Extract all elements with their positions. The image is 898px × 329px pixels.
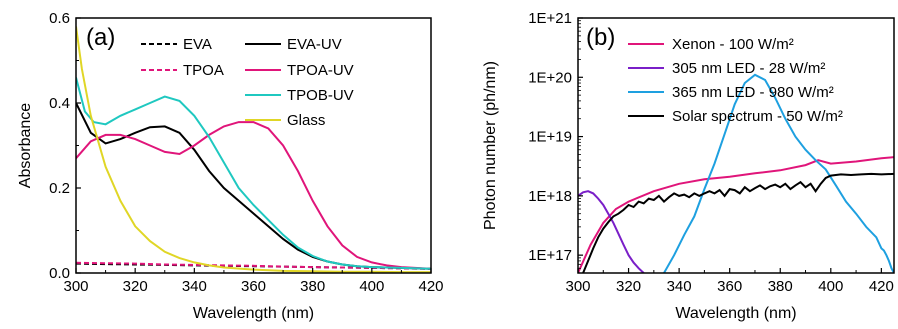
- panel-b-label: (b): [586, 24, 615, 51]
- legend-item-solar-spectrum-50-w-m: Solar spectrum - 50 W/m²: [628, 108, 843, 125]
- y-tick-label: 0.6: [49, 10, 70, 27]
- x-tick-label: 420: [869, 278, 894, 295]
- legend-item-365-nm-led-980-w-m: 365 nm LED - 980 W/m²: [628, 84, 834, 101]
- panel-b-x-axis-label: Wavelength (nm): [675, 305, 796, 322]
- x-tick-label: 300: [63, 278, 88, 295]
- x-tick-label: 400: [359, 278, 384, 295]
- legend-item-eva: EVA: [141, 36, 212, 53]
- panel-b-plot-frame: [577, 17, 895, 274]
- series-line-solar-spectrum-50-w-m: [582, 172, 894, 273]
- legend-label: 305 nm LED - 28 W/m²: [672, 60, 825, 77]
- legend-label: EVA: [183, 36, 212, 53]
- panel-b-ticks-group: 300 320 340 360 380 400 420 1E+17 1E+18 1E+19 1E+2…: [528, 10, 894, 295]
- panel-b-legend: Xenon - 100 W/m² 305 nm LED - 28 W/m² 365 …: [628, 36, 843, 125]
- panel-b-y-axis-label: Photon number (ph/nm): [482, 61, 499, 230]
- series-line-365-nm-led-980-w-m: [663, 73, 894, 273]
- x-tick-label: 320: [616, 278, 641, 295]
- legend-label: EVA-UV: [287, 36, 342, 53]
- legend-label: Glass: [287, 112, 325, 129]
- panel-b-series-group: [578, 73, 894, 273]
- legend-label: TPOA-UV: [287, 62, 354, 79]
- x-tick-label: 380: [768, 278, 793, 295]
- x-tick-label: 360: [241, 278, 266, 295]
- legend-item-glass: Glass: [245, 112, 325, 129]
- legend-item-tpob-uv: TPOB-UV: [245, 87, 354, 104]
- panel-a-ticks-group: 300 320 340 360 380 400 420 0.0 0.2 0.4 0.6: [49, 10, 443, 295]
- series-line-xenon-100-w-m: [578, 156, 894, 273]
- series-line-tpoa: [76, 261, 431, 270]
- x-tick-label: 360: [717, 278, 742, 295]
- legend-label: TPOA: [183, 62, 224, 79]
- legend-item-eva-uv: EVA-UV: [245, 36, 342, 53]
- y-tick-label: 1E+19: [528, 129, 572, 146]
- series-line-eva-uv: [76, 102, 431, 270]
- series-line-glass: [76, 26, 431, 273]
- y-tick-label: 1E+21: [528, 10, 572, 27]
- panel-a-plot-frame: [75, 17, 432, 274]
- legend-label: Solar spectrum - 50 W/m²: [672, 108, 843, 125]
- y-tick-label: 1E+18: [528, 188, 572, 205]
- series-line-tpoa-uv: [76, 121, 431, 270]
- panel-a-y-axis-label: Absorbance: [17, 103, 34, 188]
- panel-a-series-group: [76, 26, 431, 273]
- panel-b-chart: 300 320 340 360 380 400 420 1E+17 1E+18 1E+19 1E+2…: [482, 10, 895, 322]
- y-tick-label: 0.4: [49, 95, 70, 112]
- y-tick-label: 0.2: [49, 180, 70, 197]
- panel-a-x-axis-label: Wavelength (nm): [193, 305, 314, 322]
- y-tick-label: 0.0: [49, 265, 70, 282]
- x-tick-label: 380: [300, 278, 325, 295]
- y-tick-label: 1E+20: [528, 69, 572, 86]
- panel-a-label: (a): [86, 24, 115, 51]
- legend-item-305-nm-led-28-w-m: 305 nm LED - 28 W/m²: [628, 60, 825, 77]
- y-tick-label: 1E+17: [528, 247, 572, 264]
- legend-item-tpoa-uv: TPOA-UV: [245, 62, 354, 79]
- panel-a-legend: EVA TPOA EVA-UV TPOA-UV TPOB-UV Glass: [141, 36, 354, 129]
- legend-item-xenon-100-w-m: Xenon - 100 W/m²: [628, 36, 794, 53]
- legend-label: Xenon - 100 W/m²: [672, 36, 794, 53]
- x-tick-label: 340: [667, 278, 692, 295]
- x-tick-label: 400: [818, 278, 843, 295]
- legend-label: 365 nm LED - 980 W/m²: [672, 84, 834, 101]
- x-tick-label: 300: [565, 278, 590, 295]
- x-tick-label: 340: [182, 278, 207, 295]
- x-tick-label: 420: [418, 278, 443, 295]
- panel-a-chart: 300 320 340 360 380 400 420 0.0 0.2 0.4 0.6 (a) Wa…: [17, 10, 444, 322]
- legend-label: TPOB-UV: [287, 87, 354, 104]
- x-tick-label: 320: [123, 278, 148, 295]
- legend-item-tpoa: TPOA: [141, 62, 224, 79]
- series-line-tpob-uv: [76, 77, 431, 270]
